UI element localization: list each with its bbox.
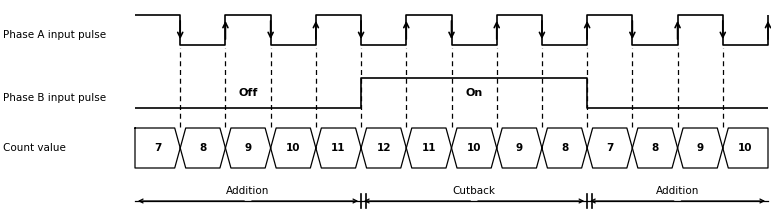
Text: 8: 8 — [651, 143, 658, 153]
Text: Phase A input pulse: Phase A input pulse — [3, 30, 106, 40]
Text: Addition: Addition — [656, 186, 699, 196]
Text: 10: 10 — [286, 143, 301, 153]
Text: 11: 11 — [422, 143, 436, 153]
Text: 8: 8 — [199, 143, 207, 153]
Text: 7: 7 — [154, 143, 161, 153]
Text: 10: 10 — [467, 143, 481, 153]
Text: 10: 10 — [738, 143, 752, 153]
Text: 11: 11 — [332, 143, 345, 153]
Text: 12: 12 — [376, 143, 391, 153]
Text: Addition: Addition — [227, 186, 270, 196]
Text: 9: 9 — [697, 143, 704, 153]
Text: Phase B input pulse: Phase B input pulse — [3, 93, 106, 103]
Text: On: On — [466, 88, 483, 98]
Text: 8: 8 — [561, 143, 568, 153]
Text: Cutback: Cutback — [453, 186, 496, 196]
Text: 7: 7 — [606, 143, 614, 153]
Text: Off: Off — [238, 88, 258, 98]
Text: 9: 9 — [244, 143, 251, 153]
Text: 9: 9 — [516, 143, 523, 153]
Text: Count value: Count value — [3, 143, 66, 153]
